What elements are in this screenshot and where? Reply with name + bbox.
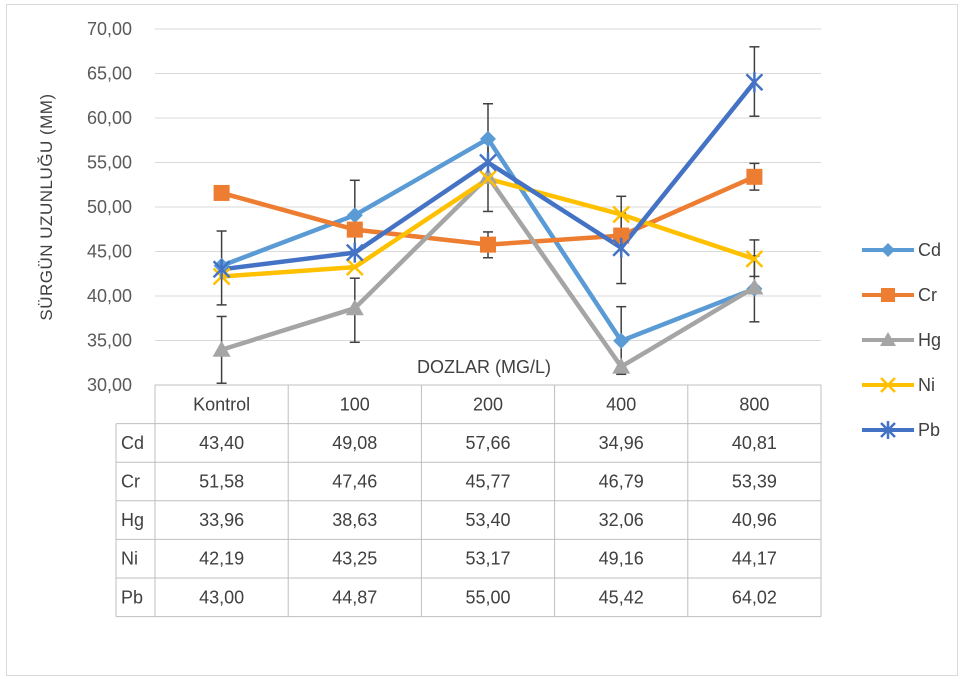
marker-stroke [612, 205, 631, 224]
y-tick-label: 70,00 [87, 19, 132, 39]
legend-label: Pb [918, 420, 940, 440]
table-row-header: Ni [121, 549, 138, 569]
table-row-header: Cd [121, 433, 144, 453]
table-cell: 38,63 [332, 510, 377, 530]
table-cell: 34,96 [599, 433, 644, 453]
table-cell: 57,66 [465, 433, 510, 453]
legend-marker [881, 288, 895, 302]
data-point-cr-4 [746, 168, 763, 185]
y-axis-label: SÜRGÜN UZUNLUĞU (MM) [37, 93, 56, 320]
table-cell: 45,77 [465, 472, 510, 492]
data-point-pb-4 [745, 72, 764, 93]
data-point-cd-2 [480, 130, 496, 147]
table-cell: 45,42 [599, 587, 644, 607]
data-point-hg-0 [212, 340, 231, 357]
data-point-ni-1 [345, 258, 364, 276]
data-point-hg-3 [612, 357, 631, 374]
legend-item-hg: Hg [862, 330, 941, 350]
table-cell: 43,00 [199, 587, 244, 607]
table-cell: 51,58 [199, 472, 244, 492]
x-tick-label: 100 [340, 394, 370, 414]
table-cell: 33,96 [199, 510, 244, 530]
legend-marker [880, 421, 896, 439]
table-cell: 43,25 [332, 549, 377, 569]
data-point-pb-3 [612, 237, 631, 258]
data-point-ni-2 [479, 169, 497, 188]
marker-stroke [880, 377, 896, 393]
x-tick-label: 400 [606, 394, 636, 414]
marker-stroke [345, 258, 364, 276]
table-row-header: Cr [121, 472, 140, 492]
data-point-pb-2 [479, 152, 497, 173]
data-point-ni-3 [612, 205, 631, 224]
table-cell: 49,08 [332, 433, 377, 453]
legend-marker [880, 377, 896, 393]
table-cell: 53,17 [465, 549, 510, 569]
y-tick-label: 60,00 [87, 108, 132, 128]
x-axis-label: DOZLAR (MG/L) [417, 357, 551, 377]
table-cell: 44,87 [332, 587, 377, 607]
legend-item-cd: Cd [862, 240, 941, 260]
table-row-header: Pb [121, 587, 143, 607]
table-cell: 55,00 [465, 587, 510, 607]
legend-item-cr: Cr [862, 285, 937, 305]
y-tick-label: 65,00 [87, 64, 132, 84]
data-table: Kontrol 100 200 400 800 Cd 43,40 49,08 57,66 34,9… [115, 384, 822, 618]
legend-label: Cd [918, 240, 941, 260]
x-tick-label: 200 [473, 394, 503, 414]
y-axis-tick-labels: 30,00 35,00 40,00 45,00 50,00 55,00 60,00 65,00… [87, 19, 132, 395]
data-point-cr-1 [346, 221, 363, 238]
table-cell: 40,96 [732, 510, 777, 530]
table-cell: 49,16 [599, 549, 644, 569]
x-tick-label: 800 [739, 394, 769, 414]
data-point-cr-2 [480, 236, 496, 253]
legend-item-pb: Pb [862, 420, 940, 440]
table-cell: 44,17 [732, 549, 777, 569]
legend-marker [881, 243, 895, 257]
table-cell: 53,40 [465, 510, 510, 530]
data-point-cd-3 [613, 332, 630, 349]
y-tick-label: 45,00 [87, 242, 132, 262]
data-point-cr-0 [213, 184, 230, 201]
legend-item-ni: Ni [862, 375, 935, 395]
series-markers [212, 72, 764, 374]
marker-stroke [745, 250, 764, 268]
data-point-hg-2 [479, 167, 497, 184]
data-point-ni-4 [745, 250, 764, 268]
table-cell: 40,81 [732, 433, 777, 453]
y-tick-label: 30,00 [87, 375, 132, 395]
y-tick-label: 40,00 [87, 286, 132, 306]
table-row-header: Hg [121, 510, 144, 530]
legend: Cd Cr Hg Ni Pb [862, 240, 941, 440]
data-point-cr-3 [613, 227, 630, 244]
legend-marker [880, 332, 896, 346]
legend-label: Cr [918, 285, 937, 305]
table-cell: 43,40 [199, 433, 244, 453]
table-cell: 42,19 [199, 549, 244, 569]
data-point-cd-1 [346, 207, 363, 224]
y-tick-label: 55,00 [87, 153, 132, 173]
y-tick-label: 50,00 [87, 197, 132, 217]
data-point-hg-1 [345, 299, 364, 316]
table-cell: 46,79 [599, 472, 644, 492]
marker-stroke [479, 169, 497, 188]
data-point-pb-1 [345, 242, 364, 263]
legend-label: Ni [918, 375, 935, 395]
table-cell: 47,46 [332, 472, 377, 492]
table-cell: 32,06 [599, 510, 644, 530]
y-tick-label: 35,00 [87, 331, 132, 351]
data-point-hg-4 [745, 278, 764, 295]
table-cell: 64,02 [732, 587, 777, 607]
data-point-pb-0 [212, 259, 231, 280]
legend-label: Hg [918, 330, 941, 350]
table-cell: 53,39 [732, 472, 777, 492]
x-tick-label: Kontrol [193, 394, 250, 414]
